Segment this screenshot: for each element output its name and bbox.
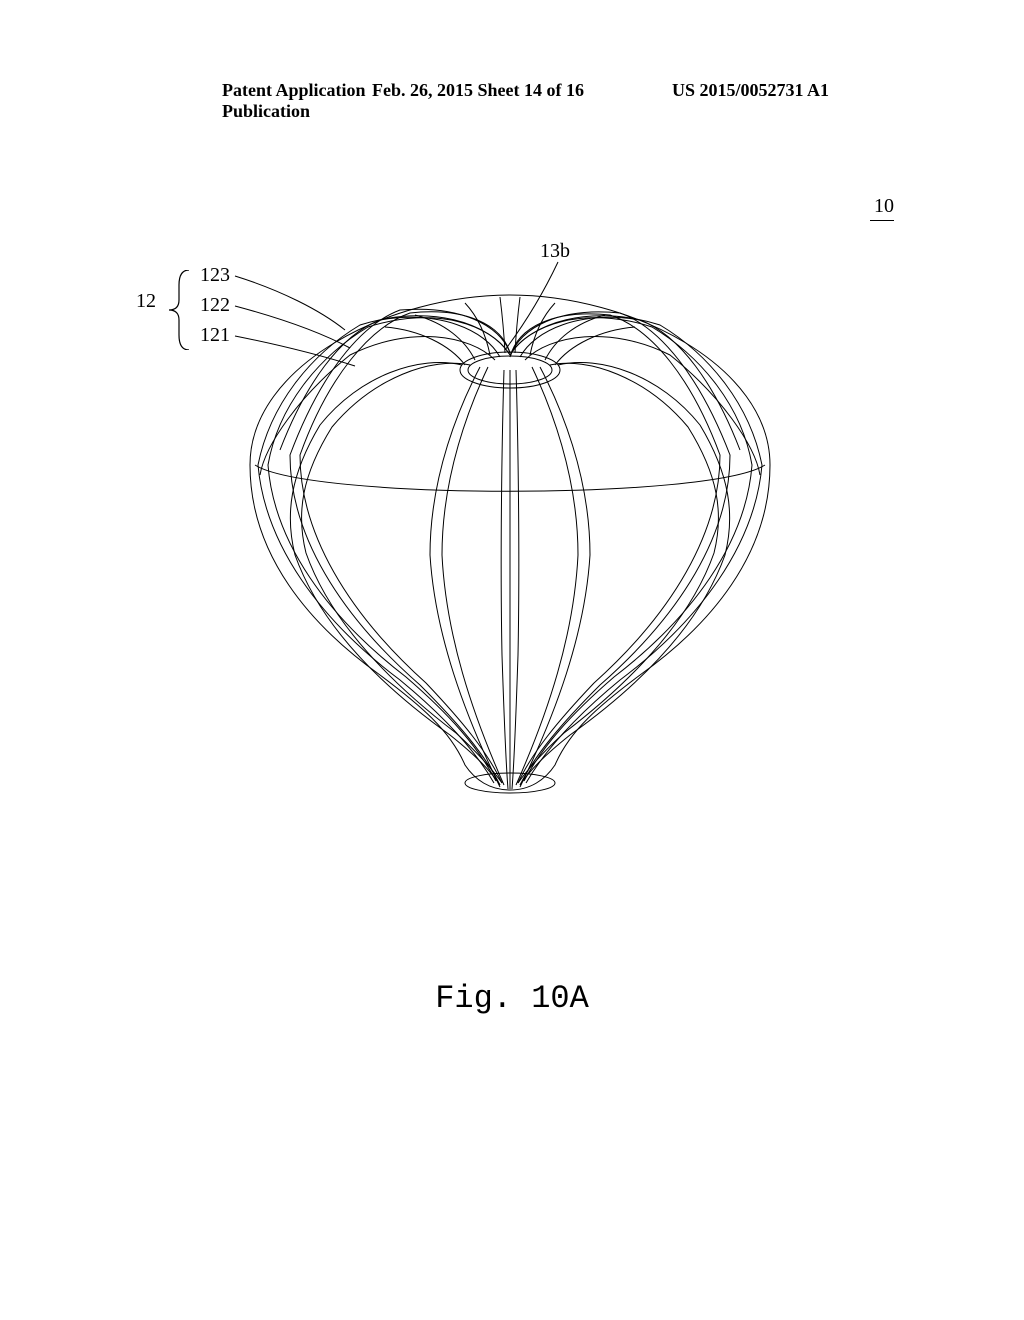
brace-12: [164, 270, 194, 350]
page-header: Patent Application Publication Feb. 26, …: [0, 80, 1024, 122]
publication-number: US 2015/0052731 A1: [672, 80, 932, 122]
date-sheet: Feb. 26, 2015 Sheet 14 of 16: [372, 80, 672, 122]
heatsink-drawing: [210, 255, 810, 795]
reference-10-underline: [870, 220, 894, 221]
reference-numeral-12: 12: [136, 290, 156, 313]
reference-numeral-10: 10: [874, 195, 894, 218]
figure-caption: Fig. 10A: [0, 980, 1024, 1017]
publication-type: Patent Application Publication: [92, 80, 372, 122]
